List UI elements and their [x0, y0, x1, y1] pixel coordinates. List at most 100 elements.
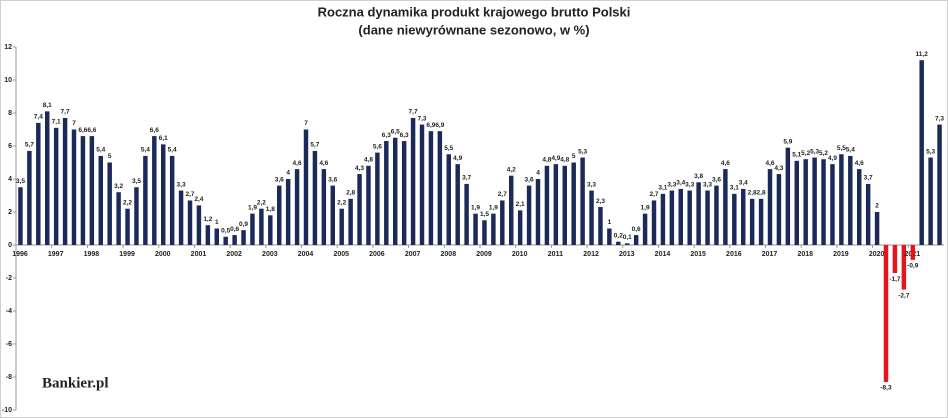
value-label: 0,1 [623, 234, 632, 241]
y-tick-label: -6 [6, 341, 12, 348]
bar [187, 200, 193, 245]
bar [865, 183, 871, 245]
bar [473, 213, 478, 245]
value-label: 4,9 [453, 155, 462, 162]
value-label: 3,8 [694, 173, 703, 180]
bar [125, 208, 130, 245]
x-tick-label: 1997 [48, 251, 64, 258]
bar [678, 188, 683, 245]
bar [268, 215, 273, 245]
value-label: 3,3 [177, 181, 186, 188]
x-tick-label: 2005 [333, 251, 349, 258]
value-label: 5,3 [810, 148, 819, 155]
bar [232, 235, 237, 245]
bar [625, 243, 630, 245]
value-label: 1 [215, 219, 219, 226]
value-label: 0,5 [221, 227, 230, 234]
value-label: 7,3 [417, 115, 426, 122]
bar [241, 230, 246, 245]
value-label: 3,5 [132, 178, 141, 185]
bar [874, 212, 880, 245]
value-label: 6,6 [87, 127, 96, 134]
value-label: 4,8 [364, 157, 373, 164]
bar [455, 164, 460, 245]
bar [910, 245, 915, 260]
bar [509, 175, 514, 245]
value-label: 4,6 [721, 160, 730, 167]
bar [27, 150, 32, 245]
x-tick-label: 2004 [298, 251, 314, 258]
value-label: 6,6 [78, 127, 87, 134]
value-label: 0,6 [632, 226, 641, 233]
value-label: 7 [304, 120, 308, 127]
bar [535, 179, 541, 245]
x-tick-label: 2019 [833, 251, 849, 258]
value-label: 4,6 [855, 160, 864, 167]
value-label: 5,3 [926, 148, 935, 155]
x-tick-label: 2007 [405, 251, 421, 258]
value-label: 5,4 [168, 147, 177, 154]
bar [98, 155, 103, 245]
bar [526, 185, 532, 245]
bar [464, 183, 469, 245]
x-tick-label: 2013 [619, 251, 635, 258]
x-tick-label: 2006 [369, 251, 385, 258]
value-label: 2 [875, 203, 879, 210]
x-tick-label: 2016 [726, 251, 742, 258]
x-tick-label: 2009 [476, 251, 492, 258]
bar [651, 200, 657, 245]
y-tick-label: 4 [8, 176, 12, 183]
value-label: 1,8 [266, 206, 275, 213]
value-label: -1,7 [889, 276, 901, 283]
value-label: 5,6 [373, 143, 382, 150]
value-label: 6,6 [150, 127, 159, 134]
bar [919, 60, 924, 246]
bar [767, 169, 773, 245]
bar [580, 157, 585, 245]
value-label: 2,2 [123, 199, 132, 206]
value-label: 6,1 [159, 135, 168, 142]
value-label: 2,8 [748, 190, 757, 197]
bar [741, 188, 746, 245]
x-tick-label: 2011 [548, 251, 563, 258]
bar [223, 236, 228, 245]
bar [161, 144, 166, 245]
value-label: 4,6 [765, 160, 774, 167]
value-label: 5,3 [578, 148, 587, 155]
value-label: 5,9 [783, 138, 792, 145]
value-label: 2,2 [257, 199, 266, 206]
bar [45, 111, 50, 245]
value-label: 3,3 [587, 181, 596, 188]
bar [89, 136, 95, 245]
bar [410, 117, 416, 245]
bar [732, 193, 737, 245]
y-tick-label: 6 [8, 143, 12, 150]
x-tick-label: 1996 [12, 251, 28, 258]
x-tick-label: 2000 [155, 251, 171, 258]
value-label: 1 [608, 219, 612, 226]
value-label: 2,2 [337, 199, 346, 206]
value-label: 2,8 [346, 190, 355, 197]
bar [937, 124, 942, 245]
value-label: 3,7 [864, 175, 873, 182]
bar [393, 137, 398, 245]
value-label: 5,1 [792, 152, 801, 159]
value-label: 5,5 [837, 145, 846, 152]
chart-subtitle: (dane niewyrównane sezonowo, w %) [358, 22, 589, 37]
value-label: 3,3 [667, 181, 676, 188]
bar [339, 208, 344, 245]
bar [428, 131, 434, 245]
bar [169, 155, 175, 245]
bar [714, 185, 719, 245]
x-tick-label: 2014 [655, 251, 671, 258]
y-tick-label: -10 [2, 407, 12, 414]
value-label: 5,4 [846, 147, 855, 154]
bar [250, 213, 255, 245]
bar [633, 235, 639, 245]
bar [294, 169, 300, 245]
bar [642, 213, 648, 245]
bar [366, 165, 371, 245]
value-label: 4 [286, 170, 290, 177]
bar [214, 228, 219, 245]
